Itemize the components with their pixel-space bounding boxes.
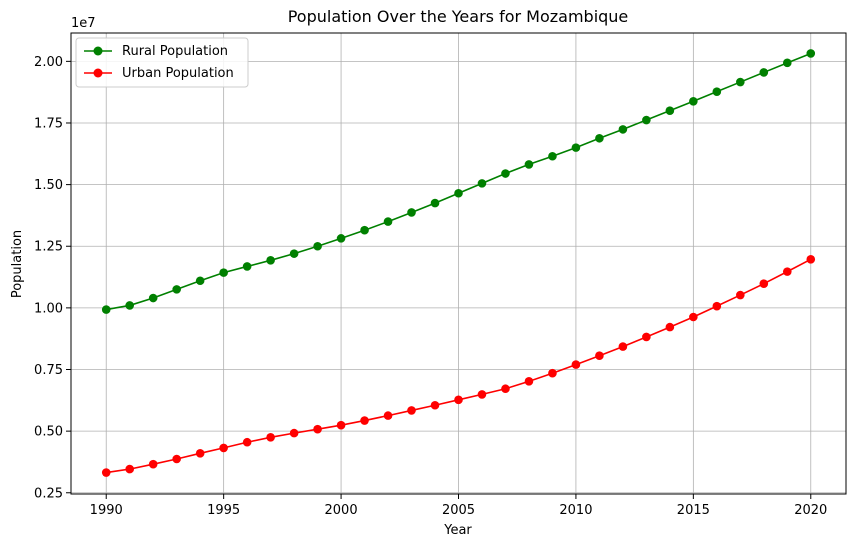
data-point-rural	[665, 106, 675, 115]
data-point-urban	[101, 468, 111, 477]
data-point-rural	[383, 217, 393, 226]
data-point-urban	[642, 332, 651, 342]
data-point-urban	[360, 416, 369, 425]
data-point-rural	[712, 87, 722, 96]
data-point-rural	[806, 49, 816, 58]
series-rural	[101, 49, 816, 314]
data-point-rural	[101, 305, 111, 314]
data-point-urban	[125, 464, 135, 474]
data-point-rural	[172, 285, 181, 294]
data-point-urban	[336, 420, 346, 430]
y-tick-label: 0.50	[34, 425, 63, 440]
data-point-rural	[148, 293, 158, 303]
data-point-rural	[524, 160, 534, 169]
data-point-rural	[454, 188, 463, 198]
x-tick-label: 2010	[559, 503, 592, 518]
data-point-rural	[595, 133, 604, 143]
data-point-urban	[759, 279, 769, 289]
data-point-urban	[548, 368, 557, 378]
data-point-urban	[477, 390, 487, 399]
x-tick-label: 2020	[794, 503, 827, 518]
y-tick-label: 1.50	[34, 178, 63, 193]
data-point-rural	[266, 255, 275, 265]
data-point-urban	[266, 432, 275, 442]
chart-title: Population Over the Years for Mozambique	[288, 7, 629, 26]
x-axis-title: Year	[443, 523, 472, 538]
data-point-rural	[759, 68, 769, 77]
data-point-urban	[595, 351, 604, 361]
y-axis-offset-label: 1e7	[71, 16, 96, 31]
axis-ticks: 1990 1995 2000 2005 2010 2015 2020 0.25 0.50 0.75…	[34, 55, 827, 518]
data-point-urban	[383, 411, 393, 420]
data-point-urban	[313, 424, 322, 434]
data-point-rural	[571, 143, 581, 152]
data-point-urban	[454, 395, 463, 405]
series-urban	[101, 255, 816, 477]
y-tick-label: 2.00	[34, 55, 63, 70]
legend-label-urban: Urban Population	[122, 66, 234, 81]
data-point-rural	[407, 208, 416, 217]
data-point-urban	[195, 449, 205, 458]
legend-label-rural: Rural Population	[122, 44, 228, 59]
data-point-rural	[219, 268, 228, 277]
data-point-rural	[313, 241, 322, 251]
data-point-urban	[172, 454, 181, 464]
legend: Rural Population Urban Population	[75, 37, 249, 88]
y-tick-label: 1.25	[34, 240, 63, 255]
y-tick-label: 0.75	[34, 363, 63, 378]
x-tick-label: 1990	[90, 503, 123, 518]
data-point-rural	[242, 262, 252, 271]
legend-marker-urban	[93, 68, 103, 78]
data-point-rural	[501, 169, 510, 178]
series-layer	[101, 49, 816, 477]
data-point-rural	[642, 115, 651, 125]
y-tick-label: 1.75	[34, 116, 63, 131]
data-point-urban	[665, 322, 675, 332]
data-point-rural	[125, 301, 135, 310]
data-point-urban	[242, 437, 252, 447]
data-point-rural	[430, 198, 440, 208]
data-point-urban	[501, 384, 510, 394]
data-point-rural	[618, 125, 628, 134]
data-point-urban	[148, 459, 158, 469]
y-tick-label: 0.25	[34, 486, 63, 501]
y-axis-title: Population	[10, 230, 25, 298]
x-tick-label: 2015	[677, 503, 710, 518]
x-tick-label: 1995	[207, 503, 240, 518]
data-point-urban	[712, 301, 722, 311]
data-point-rural	[195, 276, 205, 286]
data-point-rural	[782, 58, 792, 68]
data-point-rural	[689, 96, 698, 106]
data-point-rural	[360, 225, 369, 235]
data-point-urban	[618, 342, 628, 351]
x-tick-label: 2005	[442, 503, 475, 518]
data-point-urban	[782, 267, 792, 276]
data-point-rural	[477, 179, 487, 188]
legend-box	[75, 37, 249, 88]
data-point-urban	[524, 377, 534, 386]
x-tick-label: 2000	[325, 503, 358, 518]
data-point-urban	[689, 312, 698, 322]
legend-marker-rural	[93, 46, 103, 56]
data-point-urban	[571, 360, 581, 369]
data-point-rural	[548, 151, 557, 161]
data-point-urban	[430, 400, 440, 410]
data-point-rural	[336, 234, 346, 243]
y-tick-label: 1.00	[34, 301, 63, 316]
data-point-rural	[736, 77, 745, 87]
data-point-urban	[289, 428, 299, 438]
data-point-urban	[219, 443, 228, 453]
data-point-rural	[289, 249, 299, 258]
data-point-urban	[806, 255, 816, 264]
data-point-urban	[407, 406, 416, 415]
data-point-urban	[736, 290, 745, 300]
